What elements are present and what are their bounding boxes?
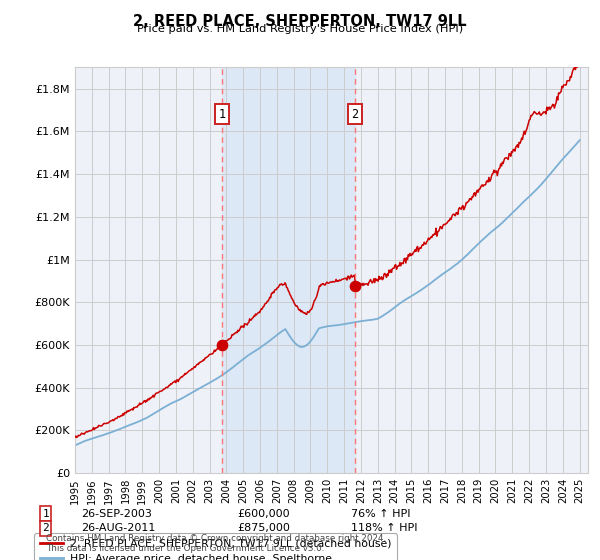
Text: 2: 2 xyxy=(352,108,359,121)
Text: Contains HM Land Registry data © Crown copyright and database right 2024.
This d: Contains HM Land Registry data © Crown c… xyxy=(46,534,386,553)
Point xyxy=(217,340,227,349)
Text: 1: 1 xyxy=(42,508,49,519)
Text: 76% ↑ HPI: 76% ↑ HPI xyxy=(351,508,410,519)
Text: 2, REED PLACE, SHEPPERTON, TW17 9LL: 2, REED PLACE, SHEPPERTON, TW17 9LL xyxy=(133,14,467,29)
Text: 118% ↑ HPI: 118% ↑ HPI xyxy=(351,523,418,533)
Text: £600,000: £600,000 xyxy=(237,508,290,519)
Text: 2: 2 xyxy=(42,523,49,533)
Text: 26-SEP-2003: 26-SEP-2003 xyxy=(81,508,152,519)
Text: 26-AUG-2011: 26-AUG-2011 xyxy=(81,523,155,533)
Legend: 2, REED PLACE, SHEPPERTON, TW17 9LL (detached house), HPI: Average price, detach: 2, REED PLACE, SHEPPERTON, TW17 9LL (det… xyxy=(34,534,397,560)
Text: 1: 1 xyxy=(218,108,226,121)
Point xyxy=(350,282,360,291)
Text: Price paid vs. HM Land Registry's House Price Index (HPI): Price paid vs. HM Land Registry's House … xyxy=(137,24,463,34)
Bar xyxy=(222,67,355,473)
Text: £875,000: £875,000 xyxy=(237,523,290,533)
